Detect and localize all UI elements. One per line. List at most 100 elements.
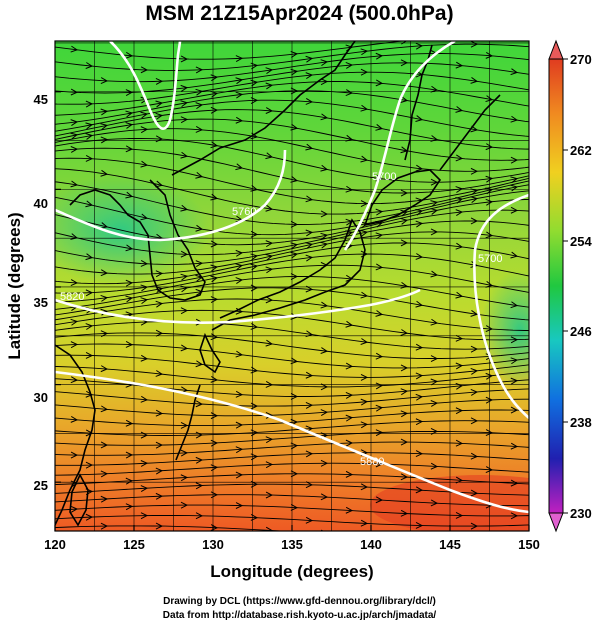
streamline-arrow: [345, 414, 354, 422]
streamline-arrow: [360, 200, 369, 208]
y-axis-title: Latitude (degrees): [5, 212, 24, 359]
y-tick-label: 35: [34, 295, 48, 310]
map-title: MSM 21Z15Apr2024 (500.0hPa): [145, 2, 454, 25]
streamline-arrow: [70, 180, 79, 188]
streamline: [55, 62, 529, 94]
streamline-arrow: [430, 270, 439, 278]
streamline: [55, 525, 290, 531]
streamline-arrow: [70, 341, 79, 349]
streamline-arrow: [100, 470, 109, 478]
streamline-arrow: [510, 176, 519, 184]
streamline-arrow: [85, 154, 94, 162]
streamline-arrow: [180, 116, 189, 124]
streamline-arrow: [430, 355, 439, 363]
streamline-arrow: [415, 253, 424, 260]
streamline-arrow: [70, 146, 79, 153]
streamline-arrow: [195, 512, 204, 520]
streamline-arrow: [470, 125, 479, 133]
streamline: [55, 242, 529, 285]
streamline: [55, 452, 529, 466]
streamline-arrow: [250, 284, 259, 292]
streamline-arrow: [305, 481, 314, 489]
streamline-arrow: [140, 512, 149, 520]
streamline: [55, 494, 529, 507]
streamline-arrow: [415, 220, 424, 228]
streamline-arrow: [360, 373, 369, 381]
streamline-arrow: [360, 155, 369, 163]
streamline-arrow: [290, 357, 299, 365]
streamline-arrow: [180, 55, 189, 63]
streamline-arrow: [250, 230, 259, 238]
streamline-arrow: [320, 301, 329, 309]
streamline-arrow: [290, 503, 299, 511]
streamline-arrow: [265, 67, 274, 75]
streamline-arrow: [305, 242, 314, 249]
streamline-arrow: [180, 344, 189, 352]
streamline: [55, 118, 529, 161]
streamline-arrow: [430, 200, 439, 207]
streamline: [55, 137, 529, 183]
streamline-arrow: [100, 522, 109, 530]
streamline-arrow: [470, 367, 479, 375]
streamline-arrow: [70, 505, 79, 513]
streamline-arrow: [430, 400, 439, 407]
streamline-arrow: [400, 281, 409, 289]
streamline-arrow: [305, 402, 314, 409]
streamline-arrow: [155, 329, 164, 337]
x-tick-label: 135: [281, 537, 303, 552]
colorbar-label: 238: [570, 415, 592, 430]
streamline-arrow: [431, 533, 437, 539]
streamline-arrow: [265, 411, 274, 419]
streamline: [55, 298, 529, 331]
height-contours: [55, 41, 529, 514]
streamline-arrow: [470, 417, 479, 425]
streamline: [55, 99, 529, 137]
streamline: [55, 264, 529, 303]
streamline-arrow: [235, 77, 244, 85]
streamline-arrow: [320, 459, 329, 467]
streamline-arrow: [290, 220, 299, 228]
streamline: [55, 81, 529, 116]
streamline-arrow: [470, 388, 479, 396]
streamline-arrow: [485, 143, 494, 151]
streamline-arrow: [375, 496, 384, 504]
streamline-arrow: [235, 471, 244, 479]
streamline-arrow: [305, 195, 314, 203]
streamline-arrow: [470, 310, 479, 317]
colorbar-label: 230: [570, 506, 592, 521]
streamline-arrow: [140, 354, 149, 362]
contour-labels: 5820 5760 5700 5700 5880: [60, 171, 502, 468]
streamline-arrow: [155, 370, 164, 377]
streamline-arrow: [85, 253, 94, 261]
streamline: [55, 343, 529, 369]
streamline: [55, 332, 529, 359]
x-tick-label: 140: [360, 537, 382, 552]
streamline-arrow: [375, 404, 384, 412]
contour-label-5880: 5880: [360, 456, 384, 468]
streamline-arrow: [345, 470, 354, 478]
streamline-arrow: [85, 122, 94, 130]
streamline-arrow: [485, 175, 494, 183]
streamline: [55, 181, 529, 225]
streamline-arrow: [100, 294, 109, 302]
streamline-arrow: [305, 55, 314, 63]
streamline-arrow: [345, 61, 354, 69]
streamline-arrow: [195, 66, 204, 74]
streamline: [55, 199, 529, 246]
streamline-arrow: [485, 372, 494, 380]
streamline-arrow: [510, 512, 519, 520]
streamline-arrow: [235, 163, 244, 171]
streamline-arrow: [510, 301, 519, 309]
streamline-arrow: [320, 59, 329, 67]
streamline: [55, 231, 529, 275]
contour-5700: [343, 41, 456, 251]
streamline-arrow: [345, 506, 354, 514]
streamline-arrow: [180, 84, 189, 92]
streamline-arrow: [430, 208, 439, 215]
streamline-arrow: [415, 343, 424, 351]
y-tick-label: 45: [34, 92, 48, 107]
streamline-arrow: [85, 100, 94, 108]
streamline-arrow: [375, 124, 384, 131]
streamline-arrow: [455, 154, 464, 162]
streamline-arrow: [155, 522, 164, 530]
